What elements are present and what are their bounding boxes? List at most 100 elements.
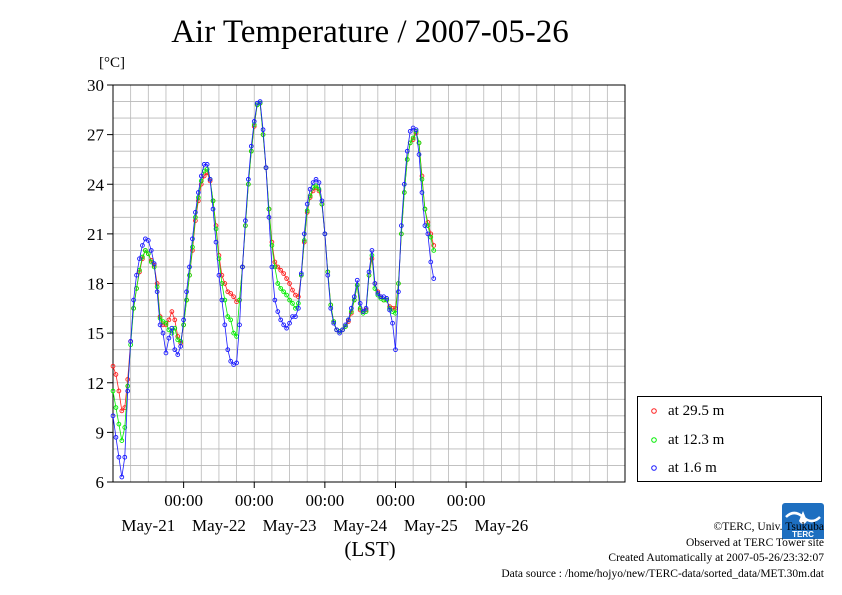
data-point (428, 234, 434, 240)
legend-marker-green (646, 435, 662, 445)
data-point (143, 248, 148, 253)
data-point (110, 413, 116, 419)
data-point (287, 320, 292, 326)
data-point (384, 296, 390, 301)
legend-item-29-5m: at 29.5 m (646, 401, 724, 421)
data-point (234, 360, 239, 366)
data-point (369, 248, 375, 253)
data-point (278, 317, 284, 323)
y-tick-label: 30 (87, 76, 104, 95)
data-point (207, 176, 213, 182)
data-point (390, 320, 395, 326)
data-point (169, 330, 175, 336)
data-point (269, 243, 275, 248)
data-point (366, 269, 372, 275)
data-point (219, 272, 225, 278)
y-tick-label: 24 (87, 175, 105, 194)
data-point (222, 322, 228, 328)
data-point (145, 251, 151, 257)
data-point (290, 287, 295, 293)
data-point (275, 309, 281, 314)
x-tick-label: 00:00 (376, 491, 415, 510)
data-point (372, 281, 378, 286)
data-point (125, 388, 131, 394)
data-point (145, 238, 151, 243)
data-point (325, 272, 331, 278)
data-point (266, 214, 272, 220)
legend-label: at 12.3 m (668, 431, 725, 448)
data-point (172, 325, 178, 331)
data-point (307, 193, 313, 199)
data-point (419, 190, 425, 195)
data-point (319, 198, 325, 204)
data-point (343, 322, 348, 328)
data-point (181, 317, 186, 323)
data-point (431, 248, 437, 253)
data-point (172, 347, 178, 353)
data-point (119, 408, 125, 414)
data-point (410, 135, 416, 141)
data-point (425, 223, 431, 228)
data-point (357, 301, 363, 306)
data-point (195, 190, 201, 195)
data-point (119, 438, 125, 443)
data-point (354, 277, 360, 283)
data-point (281, 322, 287, 328)
data-point (351, 294, 357, 300)
data-point (425, 231, 431, 237)
data-point (213, 239, 219, 245)
legend-item-1-6m: at 1.6 m (646, 458, 717, 478)
legend-marker-blue (646, 463, 662, 473)
legend-label: at 1.6 m (668, 459, 717, 476)
data-point (175, 352, 181, 357)
data-point (216, 272, 222, 278)
data-point (222, 297, 228, 303)
data-point (348, 305, 354, 311)
data-point (216, 256, 222, 262)
data-point (219, 297, 225, 303)
data-point (178, 344, 184, 349)
data-point (169, 309, 175, 314)
data-point (113, 405, 119, 410)
data-point (201, 162, 207, 167)
data-point (116, 454, 122, 460)
y-tick-label: 12 (87, 374, 104, 393)
data-point (313, 183, 319, 189)
data-point (190, 236, 195, 242)
data-point (131, 297, 136, 303)
chart-title: Air Temperature / 2007-05-26 (171, 14, 569, 50)
legend-marker-red (646, 406, 662, 416)
data-point (184, 289, 189, 295)
x-tick-label: 00:00 (447, 491, 486, 510)
data-point (237, 322, 242, 328)
x-date-label: May-25 (404, 516, 458, 535)
data-point (337, 330, 342, 336)
y-unit-label: [°C] (99, 55, 125, 71)
data-point (360, 309, 366, 314)
data-point (304, 208, 310, 214)
data-point (281, 289, 287, 295)
data-point (119, 474, 125, 480)
x-date-label: May-21 (121, 516, 175, 535)
data-point (346, 317, 351, 323)
data-point (322, 231, 328, 237)
data-point (269, 264, 275, 270)
data-point (157, 322, 163, 328)
data-point (110, 363, 116, 369)
data-point (307, 186, 313, 192)
data-point (154, 289, 160, 295)
data-point (399, 223, 404, 228)
x-date-label: May-23 (263, 516, 317, 535)
y-tick-label: 27 (87, 126, 105, 145)
data-point (316, 186, 322, 192)
data-point (204, 162, 210, 167)
data-point (263, 165, 269, 171)
data-point (257, 99, 263, 104)
data-point (243, 218, 248, 223)
observed-text: Observed at TERC Tower site (685, 536, 824, 549)
data-point (157, 315, 163, 321)
data-point (296, 294, 301, 300)
data-point (363, 305, 369, 311)
data-point (116, 421, 122, 427)
